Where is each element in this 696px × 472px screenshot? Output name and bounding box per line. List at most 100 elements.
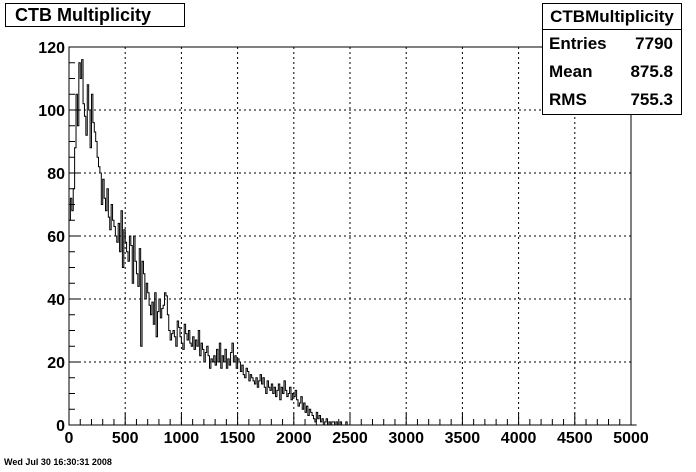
histogram-bin <box>200 356 201 425</box>
histogram-bin <box>129 236 130 425</box>
y-tick-label: 60 <box>47 229 65 246</box>
histogram-bin <box>96 142 97 426</box>
histogram-bin <box>179 327 180 425</box>
histogram-bin <box>90 148 91 425</box>
histogram-bin <box>127 252 128 425</box>
stats-value-mean: 875.8 <box>630 62 673 81</box>
histogram-bin <box>249 381 250 425</box>
histogram-bin <box>73 189 74 425</box>
histogram-bin <box>172 334 173 425</box>
histogram-bin <box>191 346 192 425</box>
histogram-bin <box>233 362 234 425</box>
histogram-bin <box>104 198 105 425</box>
histogram-bin <box>136 274 137 425</box>
x-tick-label: 4000 <box>501 430 537 447</box>
x-tick-label: 1000 <box>164 430 200 447</box>
x-tick-label: 5000 <box>613 430 649 447</box>
histogram-bin <box>162 308 163 425</box>
histogram-bin <box>86 135 87 425</box>
histogram-bin <box>103 179 104 425</box>
histogram-bin <box>77 126 78 425</box>
histogram-bin <box>167 315 168 425</box>
stats-row-entries: Entries 7790 <box>543 30 681 58</box>
histogram-bin <box>163 305 164 425</box>
y-tick-label: 100 <box>38 103 65 120</box>
histogram-bin <box>132 283 133 425</box>
histogram-bin <box>80 79 81 426</box>
histogram-bins <box>69 60 347 425</box>
stats-row-mean: Mean 875.8 <box>543 58 681 86</box>
histogram-bin <box>75 148 76 425</box>
x-tick-label: 3500 <box>445 430 481 447</box>
histogram-bin <box>276 397 277 425</box>
histogram-bin <box>141 346 142 425</box>
histogram-bin <box>87 85 88 425</box>
x-tick-label: 2000 <box>276 430 312 447</box>
histogram-bin <box>170 340 171 425</box>
histogram-bin <box>273 394 274 426</box>
chart-title: CTB Multiplicity <box>5 3 185 27</box>
histogram-bin <box>83 104 84 425</box>
histogram-bin <box>214 356 215 425</box>
histogram-bin <box>94 132 95 425</box>
histogram-bin <box>115 236 116 425</box>
stats-box: CTBMultiplicity Entries 7790 Mean 875.8 … <box>542 3 682 115</box>
stats-label-rms: RMS <box>549 90 587 109</box>
x-tick-label: 3000 <box>388 430 424 447</box>
x-tick-label: 1500 <box>220 430 256 447</box>
histogram-bin <box>72 211 73 425</box>
histogram-bin <box>148 293 149 425</box>
histogram-bin <box>197 346 198 425</box>
histogram-bin <box>156 337 157 425</box>
y-tick-label: 120 <box>38 40 65 57</box>
stats-row-rms: RMS 755.3 <box>543 86 681 114</box>
histogram-bin <box>190 343 191 425</box>
histogram-bin <box>226 368 227 425</box>
histogram-bin <box>160 318 161 425</box>
histogram-bin <box>207 346 208 425</box>
y-tick-label: 0 <box>56 418 65 435</box>
x-tick-label: 4500 <box>557 430 593 447</box>
histogram-bin <box>138 286 139 425</box>
histogram-bin <box>215 365 216 425</box>
histogram-bin <box>298 406 299 425</box>
histogram-bin <box>266 394 267 426</box>
histogram-bin <box>195 340 196 425</box>
stats-value-entries: 7790 <box>635 34 673 53</box>
histogram-bin <box>117 242 118 425</box>
histogram-bin <box>243 375 244 425</box>
histogram-bin <box>212 362 213 425</box>
histogram-bin <box>245 378 246 425</box>
histogram-bin <box>194 349 195 425</box>
histogram-bin <box>291 400 292 425</box>
histogram-bin <box>97 157 98 425</box>
histogram-bin <box>114 227 115 425</box>
histogram-bin <box>193 337 194 425</box>
y-tick-label: 80 <box>47 166 65 183</box>
histogram-bin <box>174 337 175 425</box>
date-stamp: Wed Jul 30 16:30:31 2008 <box>4 457 112 467</box>
histogram-bin <box>106 211 107 425</box>
histogram-bin <box>165 293 166 425</box>
histogram-bin <box>253 381 254 425</box>
histogram-outline <box>68 59 637 426</box>
stats-label-entries: Entries <box>549 34 607 53</box>
histogram-bin <box>308 416 309 425</box>
histogram-bin <box>204 362 205 425</box>
histogram-bin <box>188 331 189 426</box>
histogram-bin <box>173 331 174 426</box>
histogram-bin <box>205 353 206 425</box>
histogram-bin <box>187 340 188 425</box>
histogram-bin <box>183 349 184 425</box>
histogram-bin <box>287 397 288 425</box>
histogram-bin <box>229 365 230 425</box>
histogram-bin <box>128 261 129 425</box>
histogram-bin <box>269 387 270 425</box>
histogram-bin <box>110 230 111 425</box>
histogram-bin <box>107 189 108 425</box>
stats-value-rms: 755.3 <box>630 90 673 109</box>
histogram-bin <box>180 337 181 425</box>
histogram-bin <box>280 400 281 425</box>
histogram-bin <box>150 315 151 425</box>
histogram-bin <box>149 305 150 425</box>
